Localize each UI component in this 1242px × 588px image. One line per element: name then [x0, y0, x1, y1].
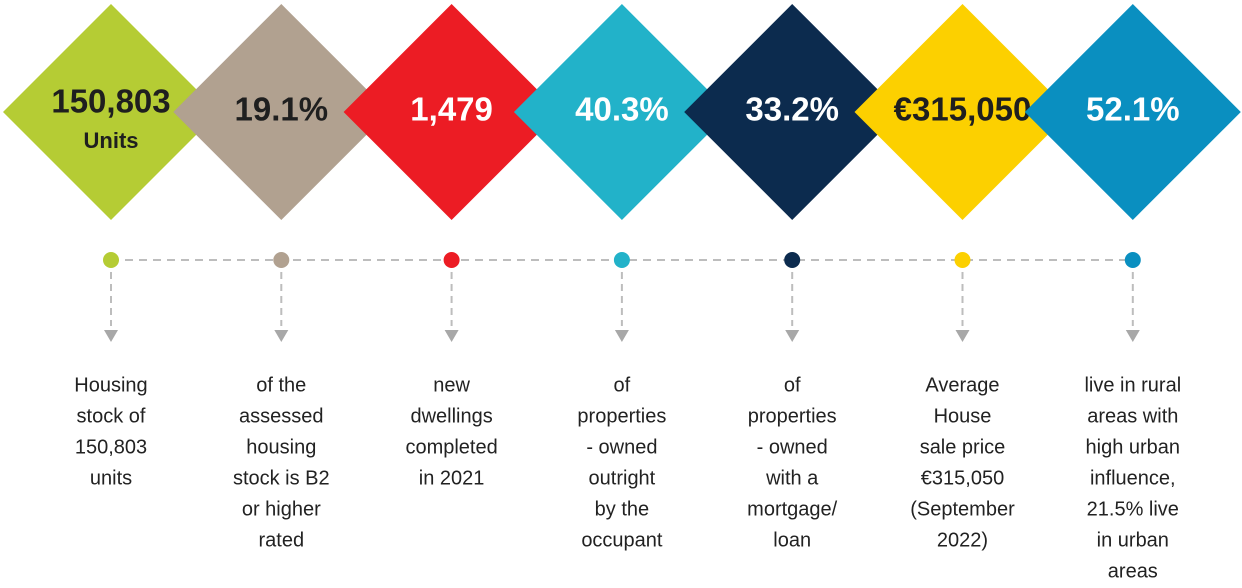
description-line: completed	[405, 436, 497, 458]
diamond	[513, 4, 730, 220]
description-line: House	[934, 405, 992, 427]
description-line: stock is B2	[233, 467, 330, 489]
diamond	[1024, 4, 1241, 220]
dot	[1124, 252, 1141, 268]
description-line: loan	[773, 529, 811, 551]
description-line: outright	[589, 467, 656, 489]
description-line: Housing	[74, 374, 147, 396]
description-line: in urban	[1097, 529, 1169, 551]
description-line: rated	[259, 529, 305, 551]
description-line: areas	[1108, 560, 1158, 582]
stat-unit: Units	[84, 128, 139, 153]
stat-value: 33.2%	[745, 91, 839, 128]
description-line: occupant	[581, 529, 663, 551]
description-line: of	[614, 374, 631, 396]
description-line: mortgage/	[747, 498, 837, 520]
diamond	[854, 4, 1071, 220]
description-line: live in rural	[1084, 374, 1181, 396]
description-line: with a	[765, 467, 819, 489]
description-line: by the	[595, 498, 649, 520]
description-line: (September	[910, 498, 1015, 520]
description-line: housing	[246, 436, 316, 458]
arrow-head	[104, 330, 118, 342]
dot	[954, 252, 971, 268]
description-line: or higher	[242, 498, 321, 520]
arrow-head	[614, 330, 629, 342]
stat-value: 19.1%	[235, 91, 329, 128]
description-line: assessed	[239, 405, 324, 427]
description-line: units	[90, 467, 132, 489]
description-line: - owned	[586, 436, 657, 458]
dot	[443, 252, 460, 268]
description-line: - owned	[757, 436, 828, 458]
dot	[273, 252, 290, 268]
stat-value: 40.3%	[575, 91, 669, 128]
stat-value: 1,479	[410, 91, 493, 128]
arrow-head	[1125, 330, 1140, 342]
description-line: 2022)	[937, 529, 988, 551]
description-line: areas with	[1087, 405, 1178, 427]
stat-value: €315,050	[894, 91, 1032, 128]
description-line: 21.5% live	[1087, 498, 1179, 520]
description-line: Average	[925, 374, 999, 396]
arrow-head	[444, 330, 459, 342]
description-line: high urban	[1086, 436, 1181, 458]
description-line: €315,050	[921, 467, 1004, 489]
dot	[103, 252, 119, 268]
dot	[613, 252, 630, 268]
description-line: of	[784, 374, 801, 396]
description-line: influence,	[1090, 467, 1176, 489]
stat-value: 150,803	[51, 83, 170, 120]
dot	[784, 252, 801, 268]
diamond	[3, 4, 219, 220]
description-line: stock of	[77, 405, 146, 427]
description-line: properties	[577, 405, 666, 427]
description-line: of the	[256, 374, 306, 396]
diamond	[173, 4, 390, 220]
description-line: dwellings	[410, 405, 492, 427]
arrow-head	[785, 330, 800, 342]
diamond	[684, 4, 901, 220]
stat-value: 52.1%	[1086, 91, 1180, 128]
description-line: sale price	[920, 436, 1006, 458]
arrow-head	[274, 330, 289, 342]
diamond	[343, 4, 560, 220]
arrow-head	[955, 330, 970, 342]
description-line: in 2021	[419, 467, 485, 489]
description-line: 150,803	[75, 436, 147, 458]
description-line: properties	[748, 405, 837, 427]
description-line: new	[433, 374, 470, 396]
